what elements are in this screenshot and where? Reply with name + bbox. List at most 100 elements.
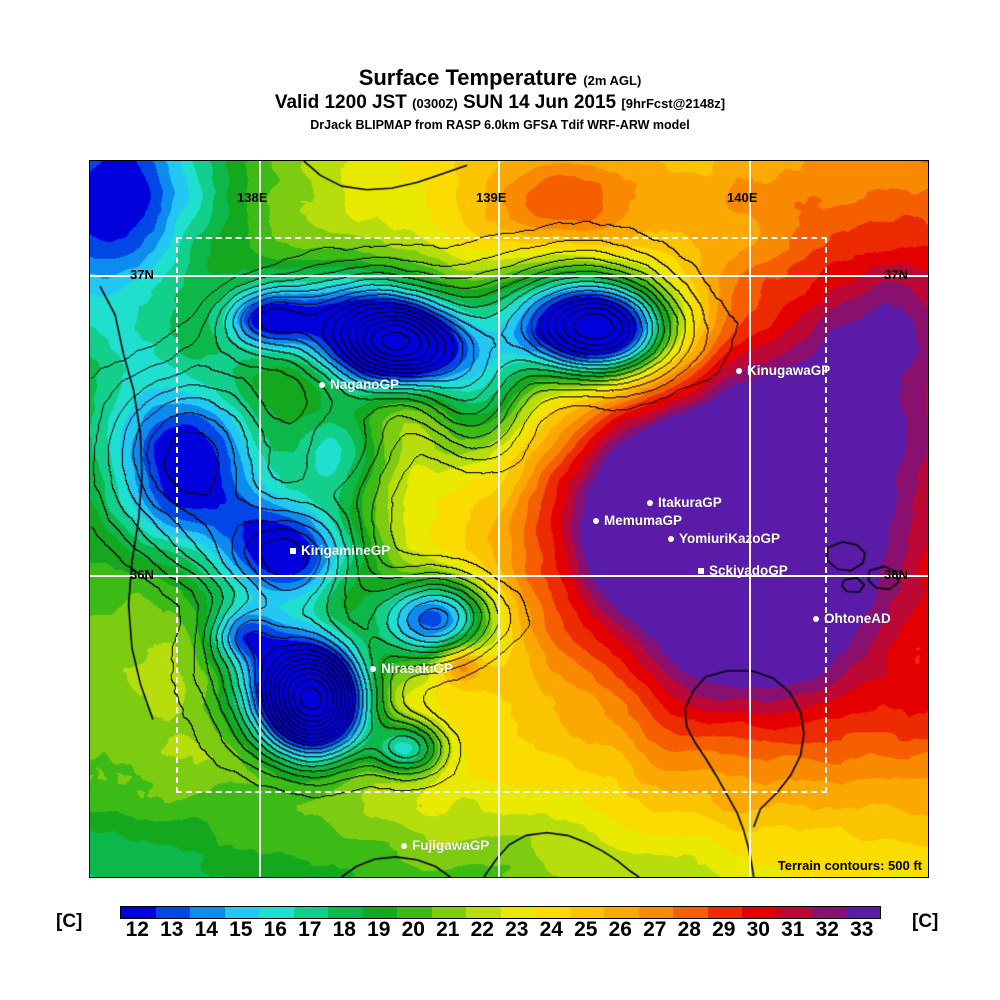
station-label: YomiuriKazoGP — [679, 531, 781, 546]
lon-tick-label: 139E — [476, 877, 506, 878]
station-label: SckiyadoGP — [709, 563, 788, 578]
colorbar-tick: 20 — [401, 918, 425, 941]
station-label: KirigamineGP — [301, 543, 391, 558]
page-title-sup: (2m AGL) — [583, 73, 642, 88]
colorbar-tick-labels: 12 13 14 15 16 17 18 19 20 21 22 23 24 25 26 27 28 29 30 31… — [0, 918, 1000, 948]
valid-time-utc: (0300Z) — [412, 96, 458, 112]
colorbar-tick: 26 — [608, 918, 632, 941]
lon-tick-label: 140E — [727, 877, 757, 878]
colorbar-swatch — [673, 907, 708, 918]
colorbar-tick: 12 — [125, 918, 149, 941]
model-source-line: DrJack BLIPMAP from RASP 6.0km GFSA Tdif… — [310, 117, 690, 132]
colorbar-unit-right: [C] — [912, 911, 939, 932]
colorbar-tick: 30 — [746, 918, 770, 941]
colorbar-swatch — [500, 907, 535, 918]
colorbar-swatch — [293, 907, 328, 918]
lon-tick-label: 140E — [727, 190, 758, 205]
station-label: NirasakiGP — [381, 661, 454, 676]
terrain-contour-note: Terrain contours: 500 ft — [777, 858, 922, 873]
colorbar: [C] 12 13 14 15 16 17 18 19 20 21 22 23 24 25 26 27 28 29… — [0, 900, 1000, 960]
colorbar-tick: 31 — [781, 918, 805, 941]
colorbar-swatch — [638, 907, 673, 918]
station-marker[interactable]: MemumaGP — [593, 513, 682, 528]
lon-tick-label: 139E — [476, 190, 507, 205]
lon-tick-label: 138E — [237, 190, 268, 205]
station-marker[interactable]: KinugawaGP — [736, 363, 830, 378]
station-marker[interactable]: ItakuraGP — [647, 495, 722, 510]
colorbar-tick: 17 — [298, 918, 322, 941]
colorbar-tick: 19 — [367, 918, 391, 941]
colorbar-tick: 27 — [643, 918, 667, 941]
colorbar-swatch — [328, 907, 363, 918]
colorbar-tick: 14 — [194, 918, 218, 941]
station-dot-icon — [647, 499, 653, 506]
colorbar-swatch — [259, 907, 294, 918]
colorbar-swatch — [397, 907, 432, 918]
colorbar-unit-left: [C] — [56, 911, 83, 932]
colorbar-swatch — [707, 907, 742, 918]
station-dot-icon — [290, 547, 296, 554]
colorbar-tick: 16 — [263, 918, 287, 941]
temperature-map[interactable]: 138E 138E 139E 139E 140E 140E 37N 37N 36N 36N Nag… — [89, 160, 929, 878]
station-dot-icon — [593, 517, 599, 524]
page-title-main: Surface Temperature — [358, 65, 578, 90]
colorbar-swatch — [811, 907, 846, 918]
station-dot-icon — [813, 615, 819, 622]
colorbar-swatch — [535, 907, 570, 918]
lat-tick-label: 36N — [884, 567, 908, 582]
lat-tick-label: 37N — [130, 267, 154, 282]
station-label: ItakuraGP — [658, 495, 722, 510]
colorbar-swatch — [121, 907, 156, 918]
valid-date: SUN 14 Jun 2015 — [462, 92, 617, 114]
station-marker[interactable]: NaganoGP — [319, 377, 399, 392]
station-marker[interactable]: NirasakiGP — [370, 661, 453, 676]
lon-tick-label: 138E — [237, 877, 267, 878]
colorbar-swatch — [742, 907, 777, 918]
colorbar-tick: 13 — [160, 918, 184, 941]
colorbar-swatch — [845, 907, 880, 918]
station-marker[interactable]: FujigawaGP — [401, 838, 489, 853]
colorbar-tick: 25 — [574, 918, 598, 941]
station-marker[interactable]: YomiuriKazoGP — [668, 531, 780, 546]
colorbar-swatch — [224, 907, 259, 918]
station-label: NaganoGP — [330, 377, 400, 392]
title-block: Surface Temperature (2m AGL) Valid 1200 … — [0, 66, 1000, 132]
colorbar-tick: 21 — [436, 918, 460, 941]
forecast-hour-badge: [9hrFcst@2148z] — [621, 96, 726, 112]
gridline-lon-140E — [749, 161, 751, 877]
colorbar-swatch — [431, 907, 466, 918]
colorbar-tick: 29 — [712, 918, 736, 941]
lat-tick-label: 37N — [884, 267, 908, 282]
gridline-lat-37N — [90, 275, 928, 277]
station-marker[interactable]: KirigamineGP — [290, 543, 390, 558]
station-dot-icon — [668, 535, 674, 542]
page-title: Surface Temperature (2m AGL) — [0, 66, 1000, 89]
colorbar-swatch — [569, 907, 604, 918]
station-dot-icon — [319, 381, 325, 388]
colorbar-swatch — [776, 907, 811, 918]
station-marker[interactable]: SckiyadoGP — [698, 563, 788, 578]
colorbar-swatch — [155, 907, 190, 918]
station-marker[interactable]: OhtoneAD — [813, 611, 891, 626]
station-label: OhtoneAD — [824, 611, 891, 626]
station-label: MemumaGP — [604, 513, 683, 528]
colorbar-swatch — [466, 907, 501, 918]
lat-tick-label: 36N — [130, 567, 154, 582]
gridline-lon-139E — [498, 161, 500, 877]
station-dot-icon — [401, 842, 407, 849]
colorbar-tick: 23 — [505, 918, 529, 941]
station-label: FujigawaGP — [412, 838, 490, 853]
colorbar-tick: 24 — [539, 918, 563, 941]
colorbar-tick: 18 — [332, 918, 356, 941]
colorbar-tick: 15 — [229, 918, 253, 941]
colorbar-swatch — [190, 907, 225, 918]
temperature-field-canvas — [90, 161, 928, 877]
valid-time-label: Valid 1200 JST — [274, 92, 407, 114]
station-dot-icon — [736, 367, 742, 374]
station-dot-icon — [698, 567, 704, 574]
gridline-lat-36N — [90, 575, 928, 577]
valid-time-line: Valid 1200 JST (0300Z) SUN 14 Jun 2015 [… — [0, 92, 1000, 115]
colorbar-tick: 22 — [470, 918, 494, 941]
model-domain-box — [176, 237, 827, 793]
